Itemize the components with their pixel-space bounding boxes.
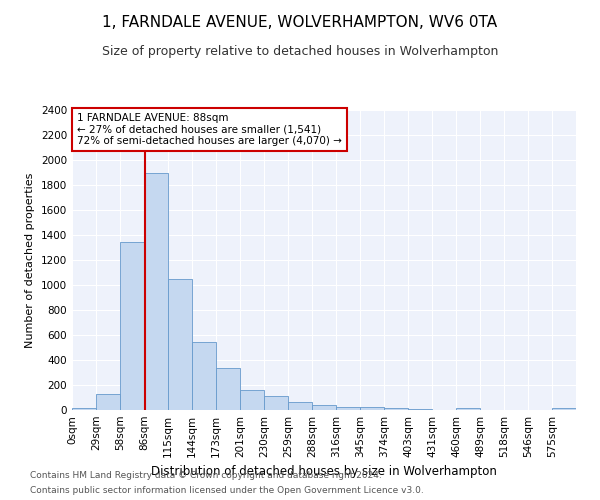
Bar (336, 406, 360, 410)
Bar (408, 409, 432, 410)
Bar (192, 342, 216, 410)
Bar (312, 405, 336, 410)
Bar (360, 407, 384, 410)
Bar (456, 408, 480, 410)
Bar (264, 396, 288, 410)
Text: Contains HM Land Registry data © Crown copyright and database right 2024.: Contains HM Land Registry data © Crown c… (30, 471, 382, 480)
Text: 1, FARNDALE AVENUE, WOLVERHAMPTON, WV6 0TA: 1, FARNDALE AVENUE, WOLVERHAMPTON, WV6 0… (103, 15, 497, 30)
Bar (144, 173, 168, 410)
Bar (120, 242, 144, 410)
Bar (96, 394, 120, 410)
Bar (240, 390, 264, 410)
Y-axis label: Number of detached properties: Number of detached properties (25, 172, 35, 348)
X-axis label: Distribution of detached houses by size in Wolverhampton: Distribution of detached houses by size … (151, 466, 497, 478)
Bar (72, 408, 96, 410)
Bar (168, 280, 192, 410)
Bar (288, 402, 312, 410)
Bar (384, 408, 408, 410)
Bar (552, 408, 576, 410)
Text: 1 FARNDALE AVENUE: 88sqm
← 27% of detached houses are smaller (1,541)
72% of sem: 1 FARNDALE AVENUE: 88sqm ← 27% of detach… (77, 113, 342, 146)
Text: Contains public sector information licensed under the Open Government Licence v3: Contains public sector information licen… (30, 486, 424, 495)
Text: Size of property relative to detached houses in Wolverhampton: Size of property relative to detached ho… (102, 45, 498, 58)
Bar (216, 368, 240, 410)
